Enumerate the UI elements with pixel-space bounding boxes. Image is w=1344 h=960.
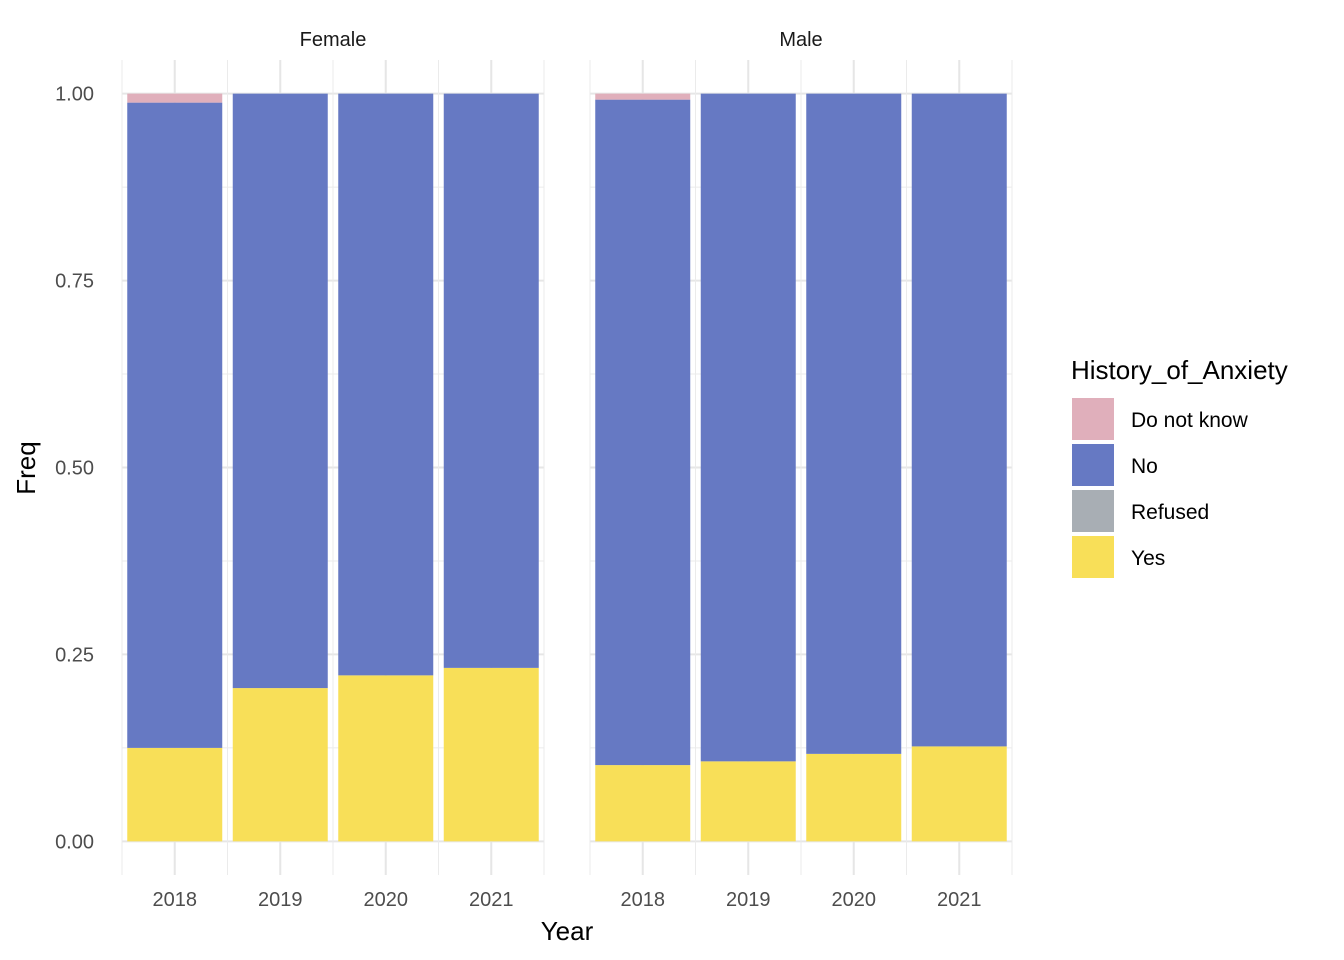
x-tick-label: 2019 <box>726 889 771 911</box>
x-tick-label: 2018 <box>621 889 666 911</box>
bar-female-2020-no <box>338 93 434 676</box>
legend-label-yes: Yes <box>1131 547 1165 570</box>
legend-key-refused <box>1072 490 1114 532</box>
bars <box>595 93 1007 842</box>
bar-female-2018-no <box>127 102 223 748</box>
bar-female-2018-yes <box>127 747 223 842</box>
legend-label-no: No <box>1131 455 1158 478</box>
x-tick-label: 2020 <box>364 889 409 911</box>
legend: History_of_Anxiety Do not know No Refused Y… <box>1071 355 1288 578</box>
y-axis: 0.00 0.25 0.50 0.75 1.00 <box>55 84 94 854</box>
x-tick-label: 2021 <box>469 889 514 911</box>
x-tick-label: 2020 <box>832 889 877 911</box>
bar-female-2019-yes <box>232 688 328 842</box>
facet-strip-label: Female <box>300 29 367 51</box>
bar-male-2019-no <box>700 93 796 762</box>
y-tick-label: 1.00 <box>55 84 94 106</box>
x-axis-title: Year <box>541 916 594 946</box>
legend-key-yes <box>1072 536 1114 578</box>
legend-key-do-not-know <box>1072 398 1114 440</box>
y-tick-label: 0.25 <box>55 644 94 666</box>
bar-male-2021-yes <box>911 746 1007 842</box>
y-tick-label: 0.75 <box>55 271 94 293</box>
bar-male-2019-yes <box>700 761 796 842</box>
facet-panel-female: 2018 2019 2020 2021 Female <box>121 29 545 911</box>
bar-male-2018-do-not-know <box>595 93 691 100</box>
y-tick-label: 0.50 <box>55 458 94 480</box>
y-tick-label: 0.00 <box>55 831 94 853</box>
y-axis-title: Freq <box>11 441 41 494</box>
facet-panels: 2018 2019 2020 2021 Female 2018 2019 2020 2021 Ma… <box>121 29 1013 911</box>
bar-female-2018-do-not-know <box>127 93 223 103</box>
x-tick-label: 2019 <box>258 889 303 911</box>
bars <box>127 93 539 842</box>
bar-male-2020-no <box>806 93 902 754</box>
bar-male-2021-no <box>911 93 1007 747</box>
bar-female-2021-no <box>443 93 539 668</box>
bar-male-2018-yes <box>595 765 691 842</box>
bar-female-2020-yes <box>338 675 434 842</box>
facet-panel-male: 2018 2019 2020 2021 Male <box>589 29 1013 911</box>
legend-title: History_of_Anxiety <box>1071 355 1288 385</box>
legend-label-refused: Refused <box>1131 501 1209 524</box>
bar-female-2019-no <box>232 93 328 689</box>
legend-key-no <box>1072 444 1114 486</box>
x-tick-label: 2021 <box>937 889 982 911</box>
bar-male-2018-no <box>595 99 691 766</box>
bar-female-2021-yes <box>443 667 539 842</box>
bar-male-2020-yes <box>806 753 902 842</box>
legend-label-do-not-know: Do not know <box>1131 409 1249 432</box>
x-tick-label: 2018 <box>153 889 198 911</box>
facet-strip-label: Male <box>779 29 822 51</box>
